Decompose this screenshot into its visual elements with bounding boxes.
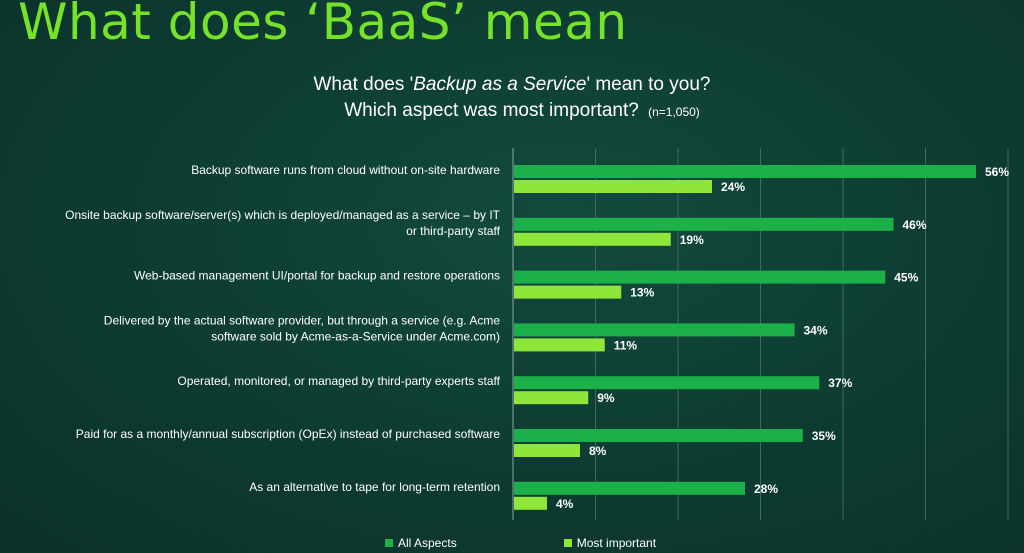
category-label-line: As an alternative to tape for long-term …: [249, 480, 500, 494]
category-label: Web-based management UI/portal for backu…: [134, 269, 500, 283]
bar-most-important: [514, 232, 671, 246]
bar-most-important: [514, 444, 580, 457]
slide-title: What does ‘BaaS’ mean: [18, 0, 628, 51]
data-label-all-aspects: 56%: [985, 165, 1009, 179]
category-label: Backup software runs from cloud without …: [191, 163, 500, 177]
data-label-most-important: 11%: [614, 338, 638, 352]
bar-all-aspects: [514, 323, 795, 337]
category-label-line: or third-party staff: [406, 224, 500, 238]
data-label-most-important: 9%: [597, 391, 615, 405]
category-label: Delivered by the actual software provide…: [104, 313, 501, 343]
bar-all-aspects: [514, 270, 886, 284]
legend-swatch-most-important: [563, 539, 572, 547]
category-label-line: Delivered by the actual software provide…: [104, 313, 501, 327]
bar-most-important: [514, 338, 605, 352]
legend-label-most-important: Most important: [576, 536, 657, 550]
data-label-most-important: 4%: [556, 497, 574, 511]
data-label-all-aspects: 46%: [903, 218, 927, 232]
legend-item-most-important: Most important: [563, 536, 657, 550]
data-label-all-aspects: 28%: [754, 482, 778, 496]
bar-all-aspects: [514, 429, 803, 442]
data-label-all-aspects: 45%: [894, 271, 918, 285]
bar-all-aspects: [514, 165, 976, 178]
bar-most-important: [514, 391, 589, 405]
chart-legend: All Aspects Most important: [385, 536, 656, 550]
category-label-line: Web-based management UI/portal for backu…: [134, 269, 500, 283]
category-label-line: software sold by Acme-as-a-Service under…: [211, 329, 500, 343]
data-label-most-important: 13%: [630, 286, 654, 300]
chart-subtitle: Which aspect was most important?: [344, 100, 639, 121]
category-label-line: Paid for as a monthly/annual subscriptio…: [76, 427, 501, 441]
chart-title-emphasis: Backup as a Service: [413, 74, 587, 95]
legend-swatch-all-aspects: [385, 539, 393, 547]
category-label-line: Operated, monitored, or managed by third…: [177, 374, 500, 388]
chart-title-line-1: What does 'Backup as a Service' mean to …: [0, 72, 1024, 98]
category-label: Operated, monitored, or managed by third…: [177, 374, 500, 388]
category-label-line: Backup software runs from cloud without …: [191, 163, 500, 177]
category-label: As an alternative to tape for long-term …: [249, 480, 500, 494]
legend-item-all-aspects: All Aspects: [385, 536, 457, 550]
bar-all-aspects: [514, 217, 894, 231]
bar-most-important: [514, 285, 622, 299]
sample-size-note: (n=1,050): [648, 105, 700, 119]
category-label: Paid for as a monthly/annual subscriptio…: [76, 427, 501, 441]
data-label-most-important: 8%: [589, 444, 607, 458]
legend-label-all-aspects: All Aspects: [398, 536, 457, 550]
data-label-all-aspects: 35%: [812, 429, 836, 443]
data-label-most-important: 19%: [680, 233, 704, 247]
category-label-line: Onsite backup software/server(s) which i…: [65, 208, 501, 222]
data-label-all-aspects: 34%: [804, 323, 828, 337]
bar-most-important: [514, 496, 547, 510]
category-label: Onsite backup software/server(s) which i…: [65, 208, 501, 238]
bar-most-important: [514, 180, 712, 193]
bar-all-aspects: [514, 481, 745, 495]
bar-all-aspects: [514, 376, 820, 390]
data-label-most-important: 24%: [721, 180, 745, 194]
chart-title-suffix: ' mean to you?: [586, 74, 711, 95]
chart-title: What does 'Backup as a Service' mean to …: [0, 72, 1024, 125]
data-label-all-aspects: 37%: [828, 376, 852, 390]
chart-title-line-2: Which aspect was most important? (n=1,05…: [0, 98, 1024, 125]
chart-title-prefix: What does ': [313, 74, 414, 95]
